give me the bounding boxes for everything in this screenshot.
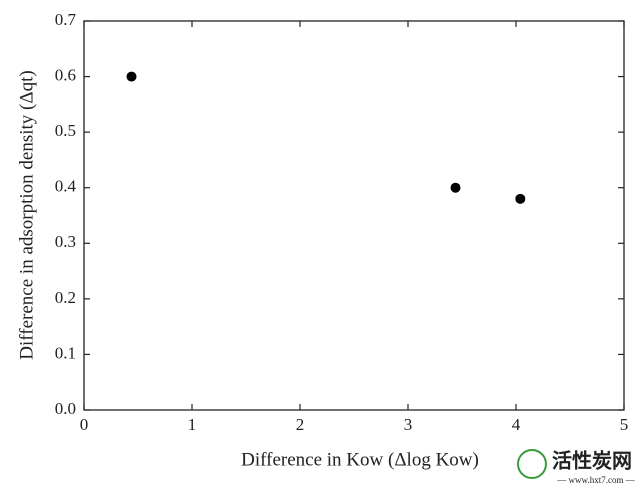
plot-frame [83,20,625,411]
y-tick-label: 0.6 [55,65,76,84]
y-tick-label: 0.5 [55,121,76,140]
y-tick-label: 0.4 [55,177,77,196]
x-tick-label: 5 [620,415,629,434]
y-tick-label: 0.3 [55,232,76,251]
watermark-name: 活性炭网 [552,449,632,473]
x-tick-label: 4 [512,415,521,434]
x-tick-label: 3 [404,415,413,434]
y-tick-label: 0.7 [55,10,77,29]
point [450,182,461,193]
y-axis-label: Difference in adsorption density (Δqt) [16,70,37,359]
point [126,71,137,82]
x-tick-label: 2 [296,415,305,434]
y-tick-label: 0.2 [55,288,76,307]
y-tick-label: 0.0 [55,399,76,418]
x-tick-label: 0 [80,415,89,434]
watermark-logo [517,449,547,479]
x-tick-label: 1 [188,415,197,434]
y-tick-label: 0.1 [55,343,76,362]
point [515,193,526,204]
watermark-url: — www.hxt7.com — [556,475,635,485]
x-axis-label: Difference in Kow (Δlog Kow) [241,449,479,470]
